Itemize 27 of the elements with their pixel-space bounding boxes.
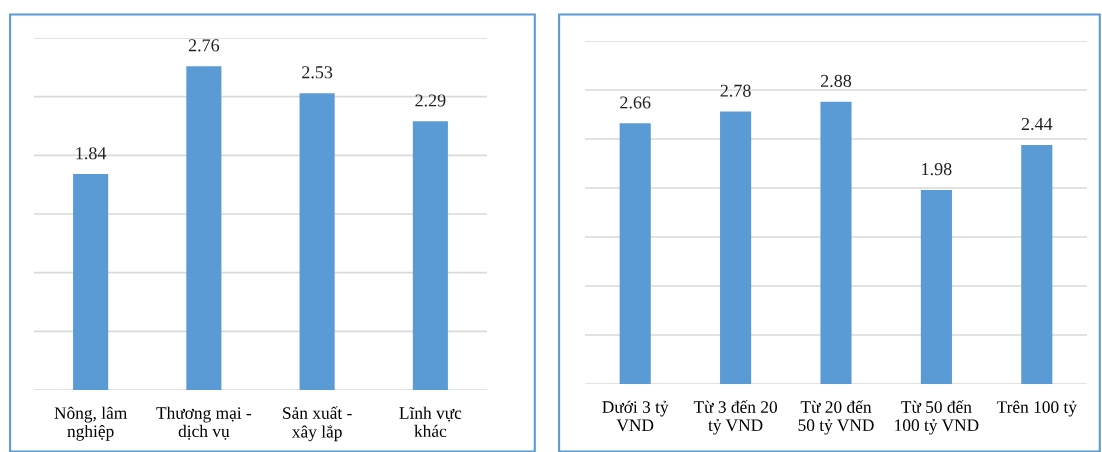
data-label: 2.78 bbox=[720, 84, 751, 97]
x-tick-label: Lĩnh vực khác bbox=[399, 406, 462, 438]
data-label: 2.66 bbox=[620, 96, 651, 109]
bar bbox=[820, 101, 852, 384]
data-label: 2.76 bbox=[188, 39, 220, 52]
data-label: 2.44 bbox=[1021, 117, 1053, 131]
x-tick-label: Nông, lâm nghiệp bbox=[54, 406, 127, 441]
data-label: 1.98 bbox=[922, 163, 952, 176]
x-tick-label: Thương mại - dịch vụ bbox=[156, 406, 252, 440]
bar bbox=[299, 93, 335, 390]
x-tick-label: Từ 50 đến 100 tỷ VND bbox=[895, 400, 979, 435]
x-tick-label: Từ 20 đến 50 tỷ VND bbox=[798, 400, 874, 435]
data-label: 2.88 bbox=[820, 74, 852, 88]
x-tick-label: Sản xuất - xây lắp bbox=[283, 406, 352, 442]
bar bbox=[186, 66, 222, 390]
bar bbox=[1021, 144, 1053, 384]
x-tick-label: Trên 100 tỷ bbox=[996, 400, 1077, 417]
x-tick-label: Dưới 3 tỷ VND bbox=[602, 400, 669, 432]
data-label: 2.29 bbox=[415, 94, 446, 107]
x-tick-label: Từ 3 đến 20 tỷ VND bbox=[693, 400, 778, 435]
bar bbox=[619, 123, 651, 384]
bar bbox=[412, 121, 448, 390]
bar bbox=[720, 111, 752, 384]
data-label: 1.84 bbox=[76, 147, 107, 160]
bar bbox=[73, 174, 109, 390]
bar bbox=[920, 189, 952, 384]
data-label: 2.53 bbox=[302, 66, 333, 79]
